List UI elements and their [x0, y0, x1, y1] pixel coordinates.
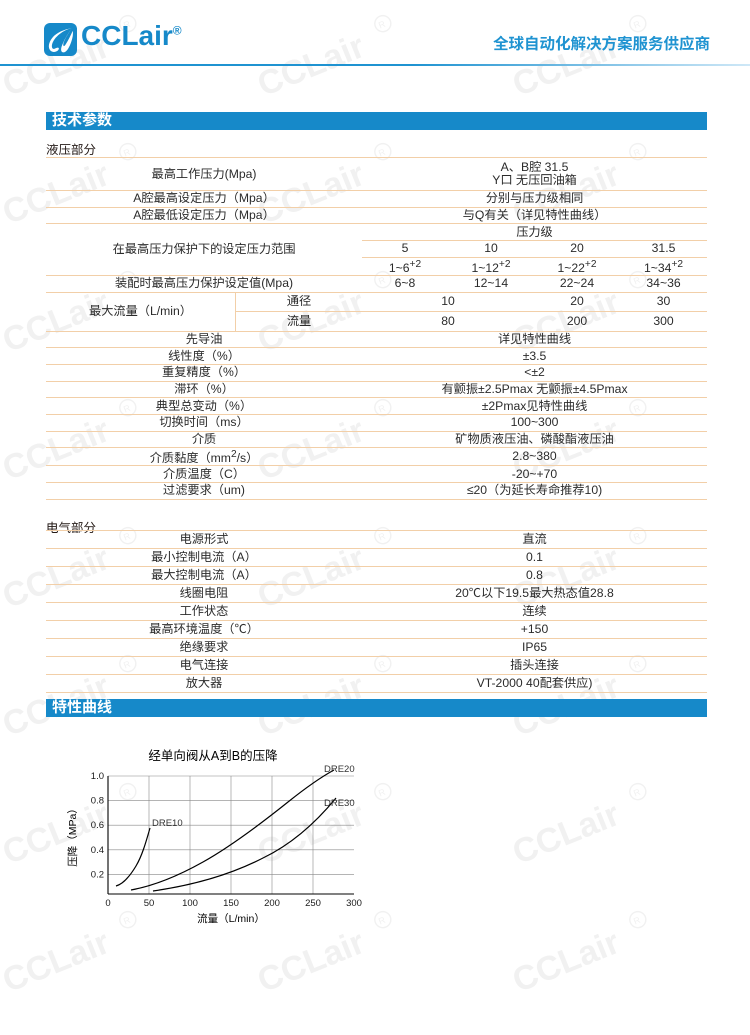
svg-text:流量（L/min）: 流量（L/min）	[197, 912, 265, 925]
svg-text:0.6: 0.6	[91, 820, 104, 831]
svg-text:DRE30: DRE30	[324, 798, 355, 809]
svg-text:250: 250	[305, 898, 321, 909]
svg-text:1.0: 1.0	[91, 771, 104, 782]
svg-text:0.2: 0.2	[91, 869, 104, 880]
svg-text:0: 0	[105, 898, 110, 909]
svg-text:100: 100	[182, 898, 198, 909]
svg-text:DRE10: DRE10	[152, 818, 183, 829]
svg-text:200: 200	[264, 898, 280, 909]
svg-text:压降（MPa）: 压降（MPa）	[66, 803, 79, 867]
svg-text:0.4: 0.4	[91, 845, 104, 856]
svg-text:0.8: 0.8	[91, 796, 104, 807]
svg-text:DRE20: DRE20	[324, 764, 355, 775]
svg-text:50: 50	[144, 898, 155, 909]
svg-text:300: 300	[346, 898, 362, 909]
svg-text:150: 150	[223, 898, 239, 909]
svg-text:经单向阀从A到B的压降: 经单向阀从A到B的压降	[148, 748, 278, 763]
